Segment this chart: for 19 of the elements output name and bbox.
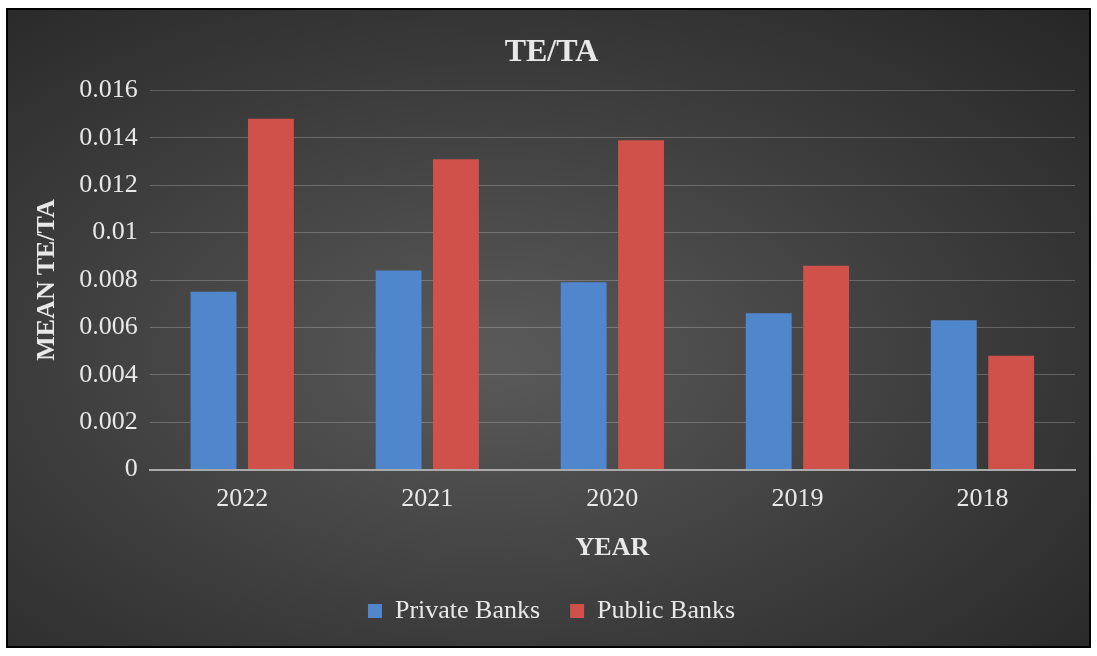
y-tick-label: 0	[124, 453, 138, 483]
y-tick-label: 0.01	[92, 216, 138, 246]
legend-label: Private Banks	[394, 594, 541, 624]
x-axis-title: YEAR	[575, 532, 650, 562]
y-axis-title: MEAN TE/TA	[31, 199, 61, 361]
y-tick-label: 0.004	[79, 358, 138, 388]
y-tick-label: 0.012	[79, 169, 138, 199]
x-tick-label: 2022	[216, 483, 269, 513]
chart-title: TE/TA	[504, 32, 599, 69]
y-tick-label: 0.008	[79, 263, 138, 293]
y-tick-label: 0.016	[79, 74, 138, 104]
y-tick-label: 0.014	[79, 121, 138, 151]
x-tick-label: 2021	[401, 483, 454, 513]
y-tick-label: 0.006	[79, 311, 138, 341]
x-tick-label: 2018	[956, 483, 1009, 513]
x-tick-label: 2019	[771, 483, 824, 513]
legend-label: Public Banks	[597, 594, 736, 624]
y-tick-label: 0.002	[79, 406, 138, 436]
x-tick-label: 2020	[586, 483, 639, 513]
